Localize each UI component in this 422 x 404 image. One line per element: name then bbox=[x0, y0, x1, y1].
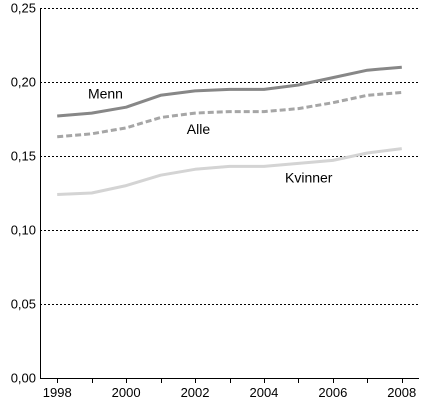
grid-lines bbox=[40, 8, 419, 305]
series-label-kvinner: Kvinner bbox=[285, 170, 333, 186]
tick-labels: 0,00 0,05 0,10 0,15 0,20 0,25 1998 2000 2002 2004… bbox=[11, 1, 417, 401]
series-label-alle: Alle bbox=[187, 121, 211, 137]
x-tick-label: 2008 bbox=[387, 385, 416, 400]
y-tick-label: 0,25 bbox=[11, 1, 36, 16]
series-labels: Menn Alle Kvinner bbox=[88, 85, 333, 185]
x-tick-label: 2006 bbox=[318, 385, 347, 400]
x-tick-label: 2004 bbox=[249, 385, 278, 400]
y-tick-label: 0,10 bbox=[11, 223, 36, 238]
x-tick-label: 2000 bbox=[112, 385, 141, 400]
x-tick-label: 1998 bbox=[43, 385, 72, 400]
series-label-menn: Menn bbox=[88, 85, 123, 101]
series-line-kvinner bbox=[57, 147, 402, 196]
x-tick-label: 2002 bbox=[181, 385, 210, 400]
y-tick-label: 0,05 bbox=[11, 297, 36, 312]
series-line-menn bbox=[57, 65, 402, 118]
y-tick-label: 0,20 bbox=[11, 75, 36, 90]
series-lines bbox=[57, 65, 402, 196]
y-tick-label: 0,15 bbox=[11, 149, 36, 164]
axes bbox=[40, 8, 419, 383]
series-line-alle bbox=[57, 90, 402, 139]
y-tick-label: 0,00 bbox=[11, 371, 36, 386]
